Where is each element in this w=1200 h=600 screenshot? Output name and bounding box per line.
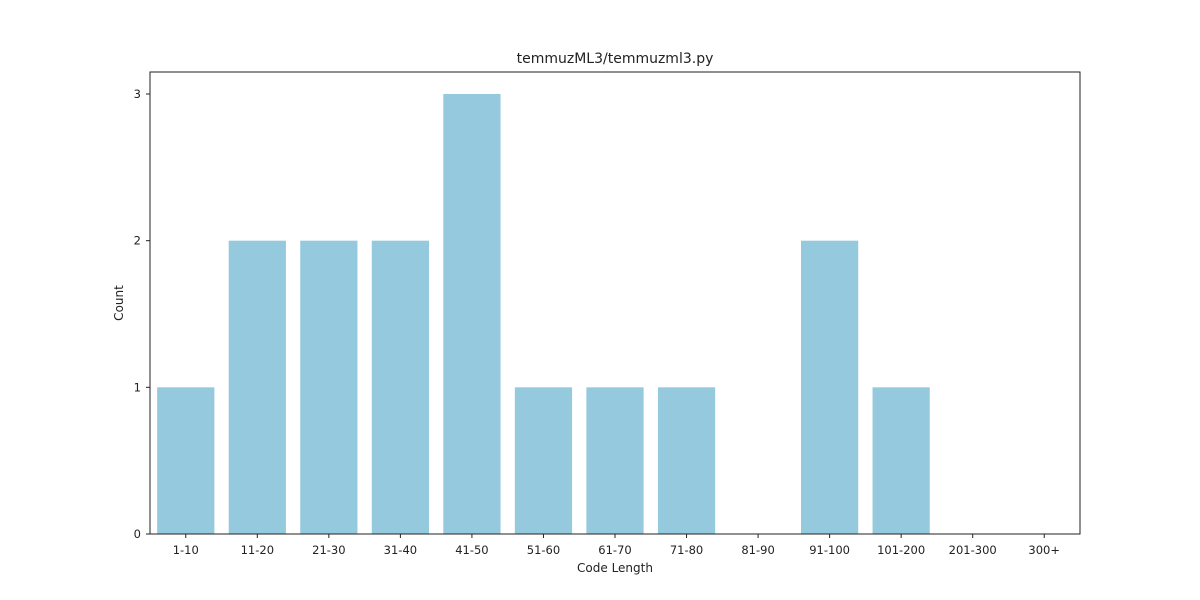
y-axis: 0 1 2 3	[134, 87, 150, 541]
y-axis-label: Count	[112, 285, 126, 321]
bar-101-200	[872, 387, 930, 534]
x-tick-label: 61-70	[598, 543, 631, 557]
bar-91-100	[801, 240, 859, 534]
bars-group	[157, 94, 930, 534]
x-tick-label: 91-100	[809, 543, 850, 557]
bar-11-20	[228, 240, 286, 534]
bar-71-80	[657, 387, 716, 534]
x-tick-label: 41-50	[455, 543, 488, 557]
bar-21-30	[300, 240, 358, 534]
x-tick-label: 1-10	[173, 543, 199, 557]
x-axis-label: Code Length	[577, 561, 653, 575]
y-tick-label: 1	[134, 380, 141, 394]
x-tick-label: 81-90	[741, 543, 774, 557]
y-tick-label: 0	[134, 527, 141, 541]
bar-31-40	[371, 240, 429, 534]
x-tick-label: 21-30	[312, 543, 345, 557]
x-tick-label: 300+	[1028, 543, 1060, 557]
x-tick-label: 201-300	[949, 543, 997, 557]
bar-51-60	[514, 387, 573, 534]
x-tick-label: 51-60	[527, 543, 560, 557]
x-axis: 1-10 11-20 21-30 31-40 41-50 51-60 61-70 71-80 8…	[173, 534, 1060, 557]
y-tick-label: 3	[134, 87, 141, 101]
bar-1-10	[157, 387, 215, 534]
y-tick-label: 2	[134, 234, 141, 248]
bar-41-50	[443, 94, 501, 534]
x-tick-label: 101-200	[877, 543, 925, 557]
chart-title: temmuzML3/temmuzml3.py	[517, 51, 714, 67]
bar-61-70	[586, 387, 644, 534]
x-tick-label: 31-40	[384, 543, 417, 557]
x-tick-label: 71-80	[670, 543, 703, 557]
x-tick-label: 11-20	[241, 543, 274, 557]
